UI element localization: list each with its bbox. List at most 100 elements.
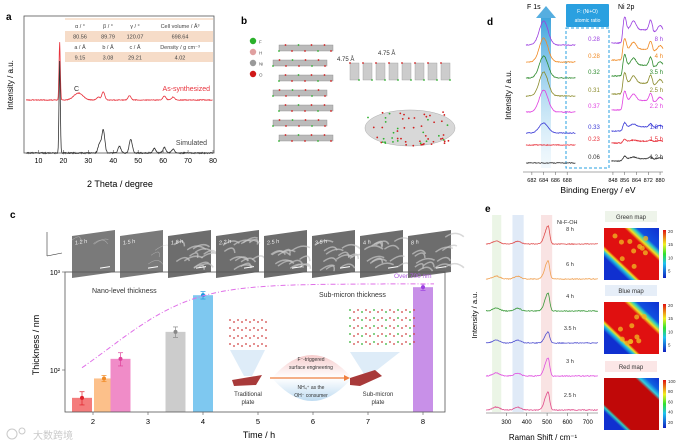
sem-texture — [248, 238, 259, 245]
map-hotspot — [636, 338, 642, 344]
lattice-atom — [233, 321, 235, 323]
atom — [311, 125, 313, 127]
table-cell: Cell volume / Å³ — [161, 23, 200, 30]
atom — [443, 114, 446, 116]
x-tick-label: 40 — [109, 158, 117, 165]
x-tick-label: 300 — [501, 420, 512, 426]
time-label: 1.8 h — [650, 125, 663, 131]
lattice-atom — [401, 311, 403, 313]
atom — [440, 138, 442, 140]
lattice-atom — [409, 335, 411, 337]
x-tick-label: 872 — [644, 178, 653, 184]
x-tick-label: 864 — [632, 178, 641, 184]
layer — [272, 89, 328, 97]
x-tick-label: 684 — [539, 178, 548, 184]
lattice-atom — [245, 319, 247, 321]
band-blue — [512, 215, 524, 412]
x-tick-label: 2 — [91, 417, 95, 426]
atom — [384, 116, 387, 119]
sem-texture — [274, 259, 295, 265]
sem-texture — [384, 244, 400, 250]
atom — [420, 143, 423, 146]
table-cell: 89.79 — [101, 35, 115, 41]
time-label: 2.5 h — [650, 88, 663, 94]
lattice-cone — [230, 350, 265, 376]
time-label: 2.2 h — [650, 104, 663, 110]
lattice-atom — [237, 343, 239, 345]
sem-texture — [173, 240, 186, 247]
atom — [317, 140, 319, 142]
map-red-map — [604, 378, 659, 430]
sem-texture — [299, 255, 311, 262]
atom — [310, 134, 313, 136]
plot-frame — [64, 271, 446, 413]
lattice-atom — [253, 327, 255, 329]
lattice-atom — [373, 309, 375, 311]
lattice-atom — [385, 319, 387, 321]
atom — [278, 119, 281, 121]
lattice-atom — [397, 333, 399, 335]
colorbar — [663, 304, 666, 352]
atom — [317, 80, 319, 82]
raman-curve-3.5h — [485, 331, 598, 344]
peak-label: Ni-F-OH — [557, 220, 577, 226]
ni2p-curve-3.5h — [611, 53, 664, 77]
atom — [298, 95, 300, 97]
colorbar-tick: 100 — [668, 379, 676, 384]
bar-2.2h — [94, 378, 114, 412]
atom — [324, 95, 326, 97]
ratio-value: 0.23 — [588, 137, 600, 143]
atom — [440, 62, 442, 64]
lattice-atom — [253, 319, 255, 321]
atom — [420, 125, 423, 128]
scale-bar — [436, 266, 446, 269]
sem-texture — [374, 262, 395, 269]
map-hotspot — [624, 340, 630, 346]
legend-atom-f — [249, 37, 257, 45]
sem-texture — [233, 239, 252, 246]
lattice-atom — [357, 309, 359, 311]
colorbar-tick: 10 — [668, 329, 674, 334]
raman-curve-3h — [485, 357, 598, 377]
atom — [442, 139, 445, 141]
atom — [278, 140, 280, 142]
x-tick-label: 880 — [655, 178, 664, 184]
colorbar-tick: 20 — [668, 303, 674, 308]
map-title: Red map — [619, 365, 644, 371]
lattice-atom — [249, 321, 251, 323]
sem-texture — [271, 250, 292, 257]
atom — [436, 79, 438, 81]
lattice-atom — [413, 317, 415, 319]
atom — [304, 119, 307, 121]
atom — [317, 110, 319, 112]
chain-unit — [401, 62, 412, 81]
colorbar — [663, 230, 666, 278]
time-label: 4 h — [566, 294, 574, 300]
lattice-atom — [245, 335, 247, 337]
subplate-label: plate — [371, 400, 385, 406]
ni2p-curve-1.5h — [611, 138, 664, 145]
sem-image — [72, 229, 115, 278]
table-cell: b / Å — [102, 44, 114, 51]
lattice-atom — [357, 333, 359, 335]
atom — [399, 112, 402, 115]
lattice-atom — [253, 343, 255, 345]
lattice-atom — [393, 343, 395, 345]
panel-c-thickness: 1.2 h 1.5 h 1.8 h 2.2 h 2.5 h 3.5 h 4 h 8 h 2 3 4… — [31, 229, 465, 440]
lattice-atom — [401, 319, 403, 321]
atom — [381, 141, 384, 144]
atom — [272, 65, 274, 67]
atom — [407, 117, 410, 120]
lattice-atom — [365, 325, 367, 327]
atom — [418, 140, 421, 143]
atom — [397, 79, 399, 81]
schematic: F⁻-triggered surface engineering NH₄⁺ as… — [229, 309, 415, 406]
x-tick-label: 686 — [551, 178, 560, 184]
legend-simulated: Simulated — [176, 140, 207, 147]
lattice-atom — [349, 341, 351, 343]
table-cell: β / ° — [103, 24, 113, 30]
bar-2.5h — [110, 358, 131, 412]
atom — [272, 125, 274, 127]
f1s-curve-2.5h — [525, 71, 576, 97]
lattice-atom — [389, 341, 391, 343]
